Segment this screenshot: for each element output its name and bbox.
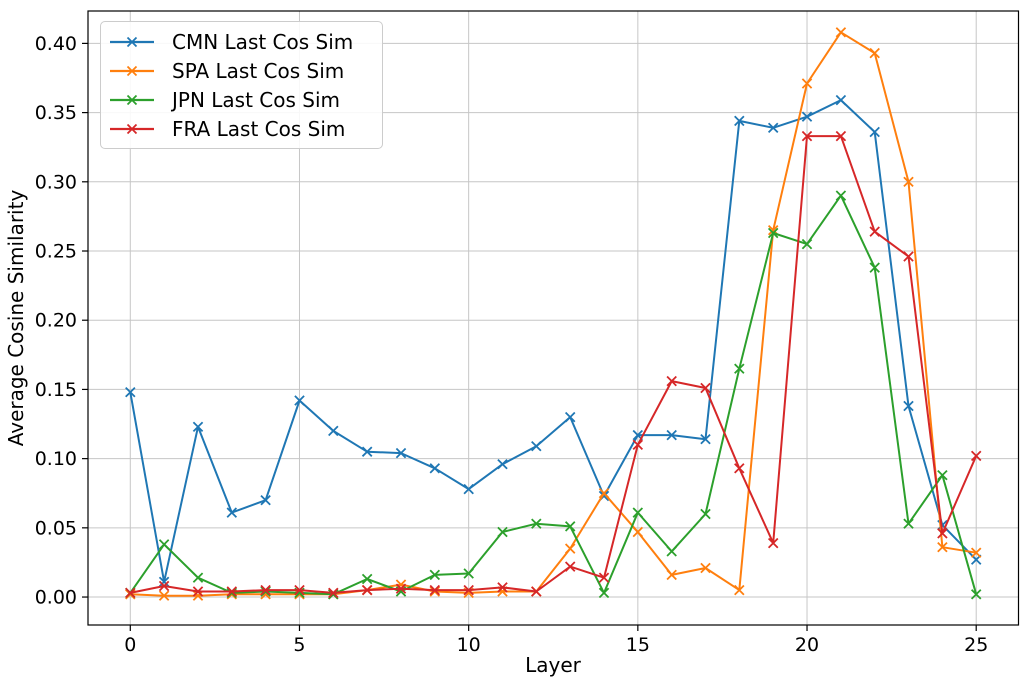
x-tick-label: 15 bbox=[626, 634, 650, 656]
x-tick-label: 20 bbox=[795, 634, 819, 656]
y-axis-label: Average Cosine Similarity bbox=[4, 189, 28, 447]
series-line bbox=[129, 31, 978, 597]
series-markers bbox=[125, 130, 982, 599]
legend-item-fra: FRA Last Cos Sim bbox=[109, 115, 372, 143]
legend-line-sample-cmn bbox=[110, 36, 154, 47]
legend-line-sample-spa bbox=[110, 65, 154, 76]
legend-item-spa: SPA Last Cos Sim bbox=[109, 57, 372, 85]
y-tick-label: 0.15 bbox=[35, 379, 77, 401]
legend: CMN Last Cos Sim SPA Last Cos Sim JPN La… bbox=[100, 21, 383, 149]
y-tick-label: 0.25 bbox=[35, 241, 77, 263]
series-markers bbox=[125, 190, 982, 600]
y-tick-label: 0.00 bbox=[35, 587, 77, 609]
x-tick-label: 5 bbox=[293, 634, 305, 656]
y-tick-label: 0.20 bbox=[35, 310, 77, 332]
series-line bbox=[129, 194, 978, 596]
y-tick-label: 0.10 bbox=[35, 448, 77, 470]
legend-item-jpn: JPN Last Cos Sim bbox=[109, 86, 372, 114]
plot-border bbox=[87, 10, 1020, 626]
y-tick-label: 0.40 bbox=[35, 33, 77, 55]
legend-label-cmn: CMN Last Cos Sim bbox=[172, 29, 354, 54]
x-axis-label: Layer bbox=[525, 653, 581, 677]
series-line bbox=[129, 99, 978, 583]
legend-line-sample-jpn bbox=[110, 94, 154, 105]
legend-label-spa: SPA Last Cos Sim bbox=[172, 58, 345, 83]
legend-label-jpn: JPN Last Cos Sim bbox=[172, 87, 341, 112]
x-tick-label: 0 bbox=[124, 634, 136, 656]
series-line bbox=[129, 135, 978, 594]
legend-item-cmn: CMN Last Cos Sim bbox=[109, 28, 372, 56]
legend-label-fra: FRA Last Cos Sim bbox=[172, 116, 346, 141]
series-markers bbox=[125, 27, 982, 601]
y-tick-label: 0.30 bbox=[35, 171, 77, 193]
x-tick-label: 25 bbox=[964, 634, 988, 656]
y-tick-label: 0.35 bbox=[35, 102, 77, 124]
series-markers bbox=[125, 94, 982, 588]
y-tick-label: 0.05 bbox=[35, 517, 77, 539]
x-tick-label: 10 bbox=[457, 634, 481, 656]
legend-line-sample-fra bbox=[110, 123, 154, 134]
